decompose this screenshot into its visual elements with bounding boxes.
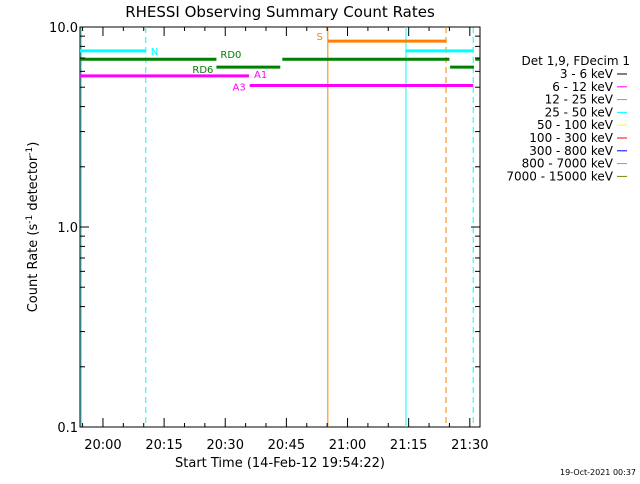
flag-label-rd6: RD6	[192, 65, 213, 76]
x-tick-label: 21:00	[329, 438, 366, 453]
x-axis-ticks: 20:00 20:15 20:30 20:45 21:00 21:15 21:30	[82, 27, 489, 453]
legend-entry-label: 12 - 25 keV	[545, 93, 614, 107]
x-tick-label: 20:15	[145, 438, 182, 453]
legend-entry-label: 100 - 300 keV	[529, 131, 613, 145]
legend-entry-label: 7000 - 15000 keV	[506, 169, 613, 183]
legend-entry-label: 25 - 50 keV	[545, 105, 614, 119]
plot-frame	[79, 26, 481, 428]
flag-label-rd0: RD0	[220, 50, 241, 61]
y-axis-ticks: 0.1 1.0 10.0	[49, 21, 480, 436]
y-axis-label: Count Rate (s-1 detector-1)	[25, 142, 41, 313]
y-axis-label-main: Count Rate (s	[26, 224, 41, 313]
y-tick-label: 0.1	[57, 421, 78, 436]
y-axis-label-mid: detector	[26, 155, 41, 215]
footer-timestamp: 19-Oct-2021 00:37	[560, 468, 636, 477]
x-tick-label: 20:00	[84, 438, 121, 453]
legend-entry-label: 300 - 800 keV	[529, 144, 613, 158]
flag-bars: N S RD0 RD6 A1 A3	[80, 32, 480, 93]
vertical-markers	[80, 27, 474, 427]
legend-entry-label: 3 - 6 keV	[560, 67, 614, 81]
flag-label-s: S	[316, 32, 322, 43]
x-tick-label: 21:15	[390, 438, 427, 453]
x-axis-label: Start Time (14-Feb-12 19:54:22)	[175, 456, 385, 471]
y-axis-label-end: )	[26, 142, 41, 147]
flag-label-n: N	[151, 47, 158, 58]
y-tick-label: 1.0	[57, 221, 78, 236]
flag-label-a3: A3	[232, 82, 245, 93]
chart-title: RHESSI Observing Summary Count Rates	[125, 3, 435, 21]
flag-label-a1: A1	[254, 70, 267, 81]
legend-entry-label: 800 - 7000 keV	[522, 157, 614, 171]
x-tick-label: 21:30	[451, 438, 488, 453]
x-tick-label: 20:30	[207, 438, 244, 453]
legend-entry-label: 50 - 100 keV	[537, 118, 614, 132]
legend-title: Det 1,9, FDecim 1	[522, 54, 630, 68]
y-tick-label: 10.0	[49, 21, 78, 36]
y-axis-label-sup1: -1	[25, 215, 35, 224]
legend-entry-label: 6 - 12 keV	[552, 80, 614, 94]
y-axis-label-sup2: -1	[25, 147, 35, 156]
x-tick-label: 20:45	[268, 438, 305, 453]
